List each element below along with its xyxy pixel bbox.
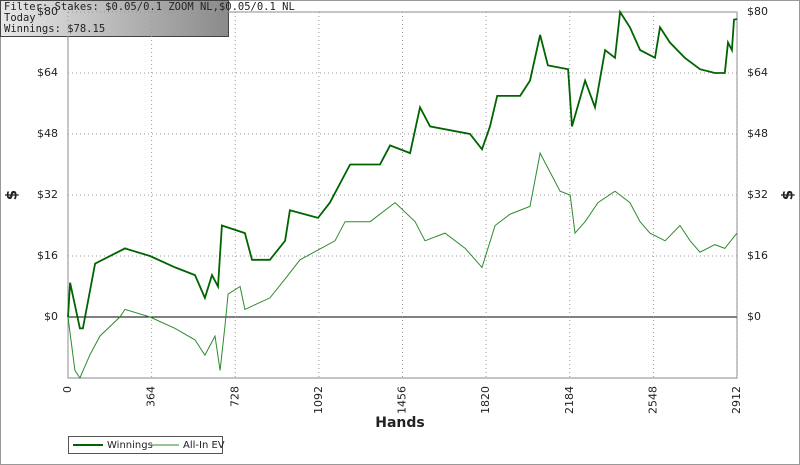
- series-line: [67, 151, 738, 380]
- x-tick-label: 2184: [563, 386, 576, 414]
- info-box: [0, 0, 229, 37]
- x-tick-label: 1820: [479, 386, 492, 414]
- info-filter: Filter: Stakes: $0.05/0.1 ZOOM NL,$0.05/…: [4, 1, 295, 13]
- series-line: [67, 9, 738, 330]
- y-tick-label: $0: [44, 310, 58, 323]
- y-tick-label: $80: [37, 5, 58, 18]
- x-tick-label: 1456: [396, 386, 409, 414]
- x-tick-label: 1092: [312, 386, 325, 414]
- legend-label: All-In EV: [183, 440, 225, 451]
- y2-tick-label: $64: [747, 66, 768, 79]
- x-tick-label: 0: [61, 386, 74, 393]
- y2-tick-label: $80: [747, 5, 768, 18]
- y2-tick-label: $0: [747, 310, 761, 323]
- y-tick-label: $64: [37, 66, 58, 79]
- y2-tick-label: $32: [747, 188, 768, 201]
- legend: [68, 436, 223, 454]
- y2-tick-label: $48: [747, 127, 768, 140]
- x-axis-label: Hands: [375, 415, 425, 431]
- x-tick-label: 728: [228, 386, 241, 407]
- legend-label: Winnings: [107, 440, 153, 451]
- y-tick-label: $32: [37, 188, 58, 201]
- x-tick-label: 364: [145, 386, 158, 407]
- x-tick-label: 2912: [730, 386, 743, 414]
- y-axis-label: $: [3, 190, 21, 200]
- info-winnings: Winnings: $78.15: [4, 23, 105, 35]
- y-tick-label: $16: [37, 249, 58, 262]
- y2-axis-label: $: [779, 190, 797, 200]
- info-period: Today: [4, 12, 36, 24]
- y-tick-label: $48: [37, 127, 58, 140]
- y2-tick-label: $16: [747, 249, 768, 262]
- x-tick-label: 2548: [646, 386, 659, 414]
